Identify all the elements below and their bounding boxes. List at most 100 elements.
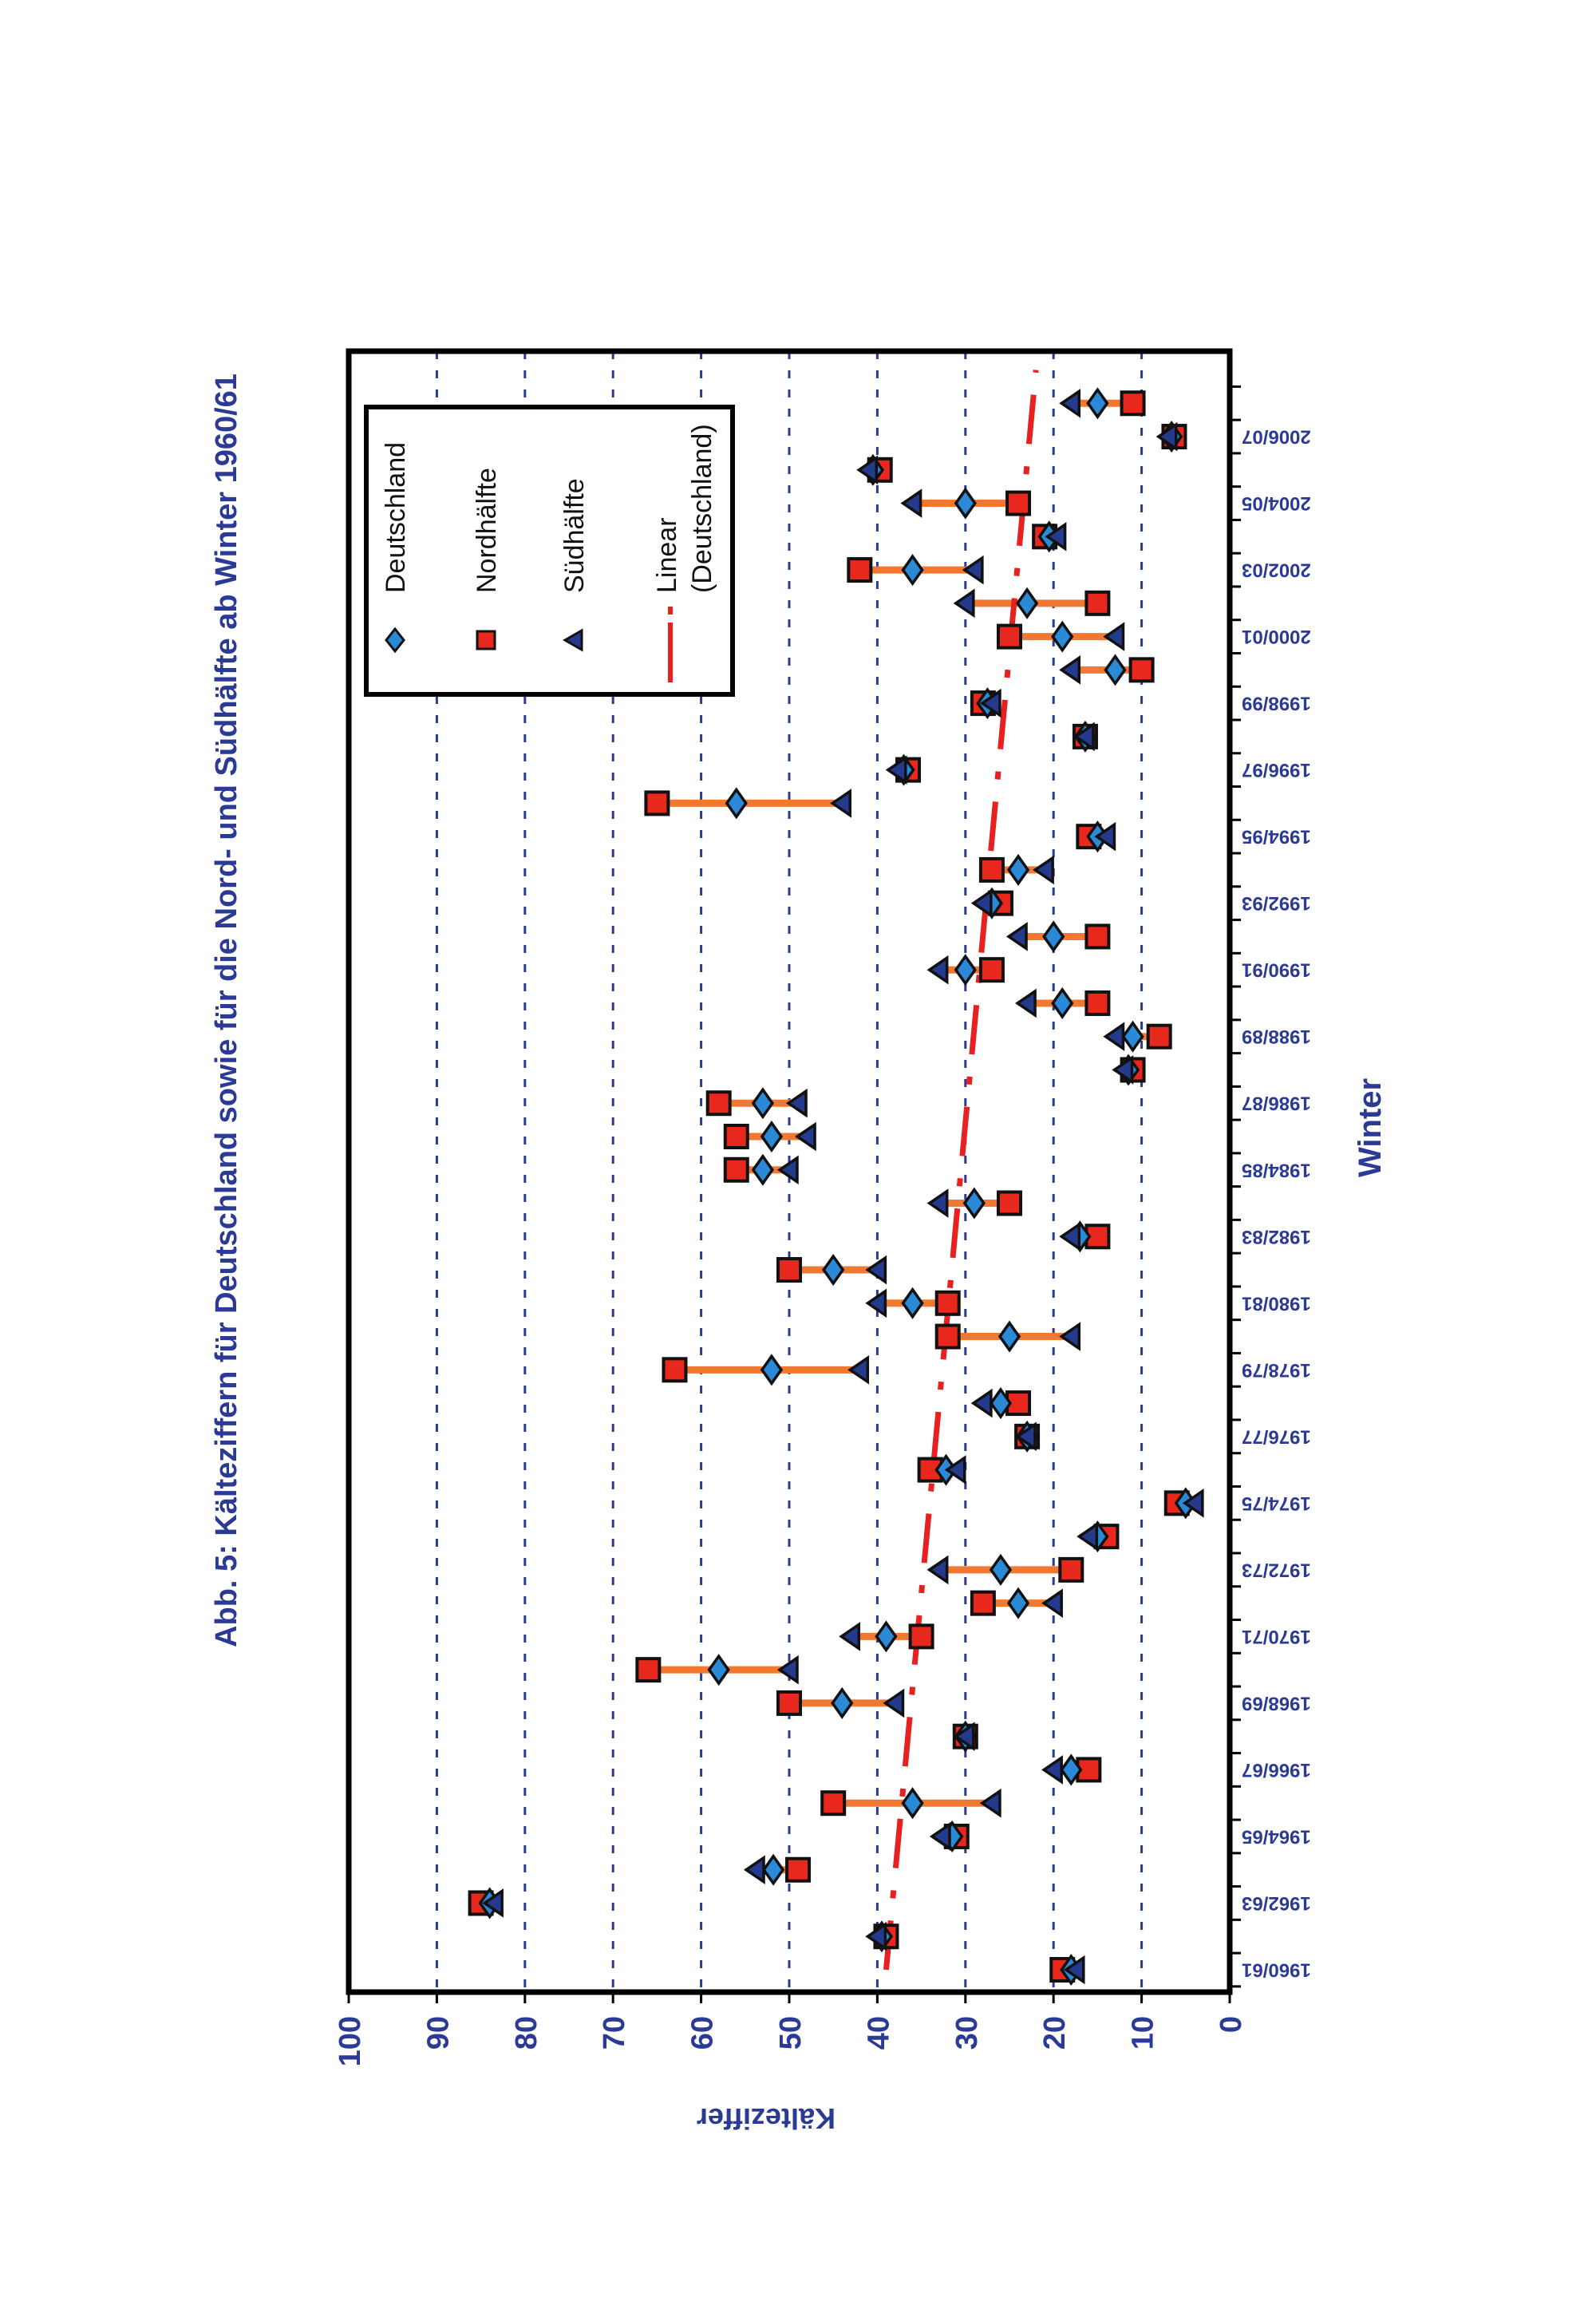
x-tick-label: 1962/63 bbox=[1242, 1892, 1311, 1914]
suedhaelfte-point bbox=[900, 488, 922, 518]
suedhaelfte-point bbox=[979, 688, 1001, 718]
legend-triangle-icon bbox=[562, 628, 583, 652]
x-tick-label: 1994/95 bbox=[1242, 826, 1311, 848]
x-tick-label: 2006/07 bbox=[1242, 426, 1311, 448]
nordhaelfte-point bbox=[978, 957, 1005, 983]
suedhaelfte-point bbox=[743, 1855, 765, 1885]
x-tick-label: 1984/85 bbox=[1242, 1159, 1311, 1180]
nordhaelfte-point bbox=[970, 1590, 996, 1616]
nordhaelfte-point bbox=[1084, 923, 1111, 950]
x-tick-label: 1964/65 bbox=[1242, 1825, 1311, 1847]
x-axis-title: Winter bbox=[1353, 1078, 1388, 1177]
x-tick-label: 1986/87 bbox=[1242, 1093, 1311, 1114]
suedhaelfte-point bbox=[865, 1255, 887, 1285]
legend-square-icon bbox=[476, 630, 496, 650]
x-tick-label: 1982/83 bbox=[1242, 1226, 1311, 1247]
suedhaelfte-point bbox=[785, 1088, 808, 1118]
x-tick-label: 2004/05 bbox=[1242, 492, 1311, 514]
deutschland-point bbox=[1051, 986, 1074, 1019]
nordhaelfte-point bbox=[644, 790, 670, 816]
legend-label-suedhaelfte: Südhälfte bbox=[559, 478, 590, 593]
suedhaelfte-point bbox=[1059, 1322, 1081, 1351]
nordhaelfte-point bbox=[997, 1190, 1022, 1216]
suedhaelfte-point bbox=[962, 555, 984, 585]
suedhaelfte-point bbox=[885, 755, 907, 785]
suedhaelfte-point bbox=[883, 1688, 905, 1718]
data-marks bbox=[468, 370, 1204, 1987]
suedhaelfte-point bbox=[482, 1888, 504, 1918]
nordhaelfte-point bbox=[997, 623, 1022, 650]
nordhaelfte-point bbox=[1120, 390, 1146, 417]
nordhaelfte-point bbox=[1084, 990, 1111, 1016]
deutschland-point bbox=[901, 1787, 924, 1820]
legend: Deutschland Nordhälfte Südhälfte Linear … bbox=[364, 405, 735, 697]
suedhaelfte-point bbox=[953, 588, 975, 619]
nordhaelfte-point bbox=[785, 1856, 812, 1883]
legend-label-linear: Linear bbox=[652, 517, 682, 593]
suedhaelfte-point bbox=[1182, 1489, 1204, 1518]
suedhaelfte-point bbox=[979, 1788, 1001, 1818]
nordhaelfte-point bbox=[723, 1124, 749, 1149]
deutschland-point bbox=[962, 1187, 986, 1220]
nordhaelfte-point bbox=[820, 1790, 847, 1817]
deutschland-point bbox=[1121, 1020, 1144, 1053]
deutschland-point bbox=[989, 1387, 1013, 1420]
deutschland-point bbox=[998, 1320, 1021, 1353]
deutschland-point bbox=[831, 1686, 854, 1719]
nordhaelfte-point bbox=[776, 1690, 802, 1716]
deutschland-point bbox=[822, 1254, 845, 1287]
deutschland-point bbox=[760, 1120, 784, 1153]
nordhaelfte-point bbox=[934, 1290, 961, 1316]
suedhaelfte-point bbox=[794, 1121, 816, 1152]
suedhaelfte-point bbox=[1112, 1055, 1134, 1085]
legend-label-deutschland: Deutschland bbox=[381, 442, 411, 593]
suedhaelfte-point bbox=[1033, 855, 1054, 885]
deutschland-point bbox=[751, 1087, 775, 1120]
deutschland-point bbox=[875, 1620, 898, 1653]
x-tick-label: 1988/89 bbox=[1242, 1026, 1311, 1047]
suedhaelfte-point bbox=[970, 1388, 993, 1418]
suedhaelfte-point bbox=[1041, 1755, 1063, 1785]
nordhaelfte-point bbox=[1128, 657, 1155, 683]
suedhaelfte-point bbox=[1156, 421, 1178, 452]
deutschland-point bbox=[901, 1287, 924, 1319]
nordhaelfte-point bbox=[705, 1090, 732, 1117]
y-tick-label: 20 bbox=[1038, 2016, 1072, 2050]
deutschland-point bbox=[707, 1654, 730, 1686]
deutschland-point bbox=[761, 1853, 785, 1886]
y-axis-title: Kälteziffer bbox=[697, 2102, 836, 2135]
suedhaelfte-point bbox=[926, 1555, 949, 1585]
suedhaelfte-point bbox=[1059, 1221, 1081, 1251]
suedhaelfte-point bbox=[1059, 388, 1081, 418]
deutschland-point bbox=[901, 554, 924, 587]
suedhaelfte-point bbox=[1073, 722, 1095, 752]
nordhaelfte-point bbox=[934, 1323, 961, 1350]
suedhaelfte-point bbox=[926, 1188, 949, 1218]
y-tick-label: 30 bbox=[950, 2016, 984, 2050]
deutschland-point bbox=[1086, 387, 1109, 420]
deutschland-point bbox=[725, 787, 748, 820]
suedhaelfte-point bbox=[1063, 1955, 1085, 1985]
suedhaelfte-point bbox=[1103, 1022, 1125, 1052]
suedhaelfte-point bbox=[776, 1155, 799, 1185]
nordhaelfte-point bbox=[776, 1257, 802, 1283]
suedhaelfte-point bbox=[929, 1821, 951, 1852]
x-tick-label: 1996/97 bbox=[1242, 759, 1311, 781]
suedhaelfte-point bbox=[830, 789, 851, 818]
y-tick-label: 100 bbox=[334, 2016, 367, 2066]
y-tick-label: 50 bbox=[774, 2016, 808, 2050]
legend-label-deutschland-trend: (Deutschland) bbox=[687, 424, 717, 593]
nordhaelfte-point bbox=[1005, 490, 1032, 516]
x-tick-label: 1974/75 bbox=[1242, 1492, 1311, 1514]
deutschland-point bbox=[760, 1354, 784, 1386]
y-tick-label: 70 bbox=[598, 2016, 631, 2050]
deutschland-point bbox=[954, 487, 977, 520]
deutschland-point bbox=[954, 954, 977, 986]
x-tick-label: 1970/71 bbox=[1242, 1626, 1311, 1647]
deutschland-point bbox=[1006, 1587, 1030, 1619]
chart-title: Abb. 5: Kälteziffern für Deutschland sow… bbox=[210, 374, 243, 1647]
nordhaelfte-point bbox=[908, 1623, 934, 1650]
y-tick-label: 10 bbox=[1127, 2016, 1160, 2050]
